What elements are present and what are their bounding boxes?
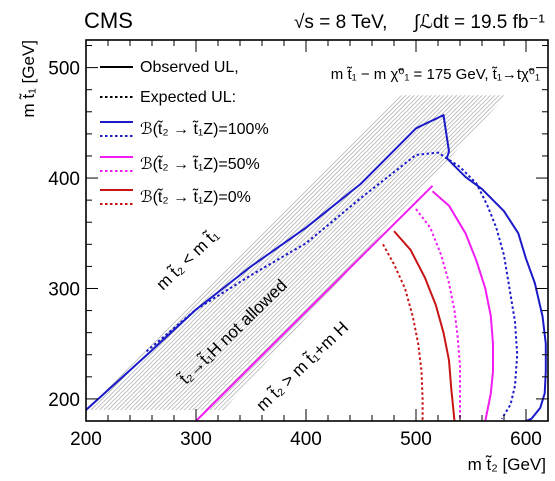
x-tick-label: 400 [290, 429, 322, 450]
x-tick-label: 300 [180, 429, 212, 450]
x-axis-ticks: 200 300 400 500 600 [70, 40, 549, 450]
experiment-label: CMS [84, 8, 133, 33]
plot-area [86, 95, 547, 421]
energy-label: √s = 8 TeV, [294, 12, 387, 33]
condition-label: m t̃₁ − m χ̃⁰₁ = 175 GeV, t̃₁→tχ̃⁰₁ [331, 66, 540, 83]
y-axis-ticks: 200 300 400 500 [48, 45, 548, 422]
y-tick-label: 200 [48, 390, 80, 411]
y-tick-label: 400 [48, 169, 80, 190]
series-layer [86, 114, 547, 421]
x-tick-label: 200 [70, 429, 102, 450]
series-line-5-expected [382, 243, 424, 421]
series-line-0-observed [86, 114, 547, 421]
y-axis-label: m t̃₁ [GeV] [19, 40, 38, 118]
excluded-hatched-band [86, 95, 507, 410]
legend-box-100 [100, 121, 133, 137]
x-tick-label: 500 [400, 429, 432, 450]
legend-box-0 [100, 189, 133, 205]
x-axis-label: m t̃₂ [GeV] [468, 455, 546, 474]
plot-frame [85, 39, 549, 422]
series-line-2-observed [431, 190, 494, 421]
y-tick-label: 500 [48, 59, 80, 80]
y-tick-label: 300 [48, 279, 80, 300]
legend-label-100: ℬ(t̃₂ → t̃₁Z)=100% [140, 119, 269, 138]
legend-label-50: ℬ(t̃₂ → t̃₁Z)=50% [140, 154, 260, 173]
legend-label-observed: Observed UL, [140, 59, 239, 76]
legend-box-50 [100, 156, 133, 172]
lumi-label: ∫ℒdt = 19.5 fb⁻¹ [413, 12, 545, 33]
series-line-3-expected [415, 208, 461, 419]
legend: Observed UL, Expected UL: ℬ(t̃₂ → t̃₁Z)=… [100, 59, 269, 206]
x-tick-label: 600 [510, 429, 542, 450]
legend-label-expected: Expected UL: [140, 89, 236, 106]
series-line-4-observed [393, 230, 456, 421]
legend-label-0: ℬ(t̃₂ → t̃₁Z)=0% [140, 187, 251, 206]
kinematic-diagonal-line [195, 185, 434, 421]
